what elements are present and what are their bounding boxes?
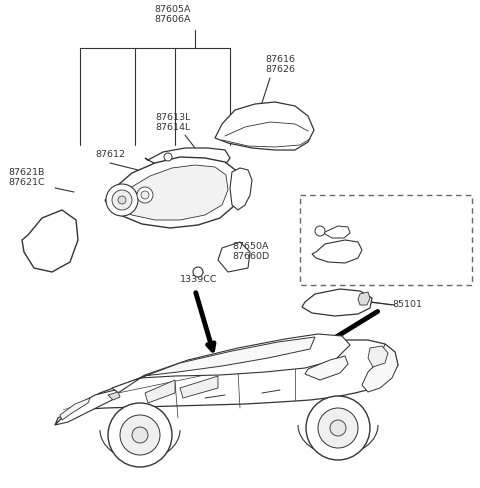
- Polygon shape: [140, 337, 315, 378]
- Polygon shape: [368, 346, 388, 367]
- Text: 85101: 85101: [392, 300, 422, 309]
- Polygon shape: [302, 289, 372, 316]
- Polygon shape: [116, 165, 228, 220]
- Circle shape: [193, 267, 203, 277]
- Polygon shape: [230, 168, 252, 210]
- Polygon shape: [112, 334, 350, 393]
- Circle shape: [106, 184, 138, 216]
- Circle shape: [306, 396, 370, 460]
- Polygon shape: [305, 356, 348, 380]
- Circle shape: [132, 427, 148, 443]
- Text: (W/ECM+HOME LINK
  SYSTEM+COMPASS TYPE): (W/ECM+HOME LINK SYSTEM+COMPASS TYPE): [305, 202, 423, 222]
- Circle shape: [315, 226, 325, 236]
- Polygon shape: [108, 392, 120, 400]
- Circle shape: [120, 415, 160, 455]
- Circle shape: [164, 153, 172, 161]
- Polygon shape: [55, 340, 398, 425]
- Text: 1339CC: 1339CC: [180, 275, 217, 284]
- Polygon shape: [218, 242, 250, 272]
- Polygon shape: [180, 376, 218, 398]
- Polygon shape: [322, 226, 350, 238]
- Polygon shape: [60, 398, 90, 420]
- Circle shape: [330, 420, 346, 436]
- Circle shape: [108, 403, 172, 467]
- Circle shape: [118, 196, 126, 204]
- Polygon shape: [105, 157, 240, 228]
- Text: 85131: 85131: [378, 225, 408, 234]
- Circle shape: [112, 190, 132, 210]
- Text: 87650A
87660D: 87650A 87660D: [232, 242, 269, 262]
- Circle shape: [141, 191, 149, 199]
- Polygon shape: [22, 210, 78, 272]
- Polygon shape: [145, 380, 175, 403]
- Polygon shape: [358, 292, 370, 305]
- Polygon shape: [55, 390, 118, 425]
- Text: 85101: 85101: [388, 252, 418, 261]
- Polygon shape: [312, 240, 362, 263]
- Polygon shape: [145, 148, 230, 168]
- Text: 87613L
87614L: 87613L 87614L: [155, 113, 191, 132]
- Text: 87605A
87606A: 87605A 87606A: [155, 5, 191, 24]
- Text: 87616
87626: 87616 87626: [265, 55, 295, 74]
- Polygon shape: [362, 344, 398, 392]
- Circle shape: [318, 408, 358, 448]
- Text: 87621B
87621C: 87621B 87621C: [8, 168, 45, 187]
- Circle shape: [137, 187, 153, 203]
- FancyBboxPatch shape: [300, 195, 472, 285]
- Polygon shape: [215, 102, 314, 150]
- Text: 87612: 87612: [95, 150, 125, 159]
